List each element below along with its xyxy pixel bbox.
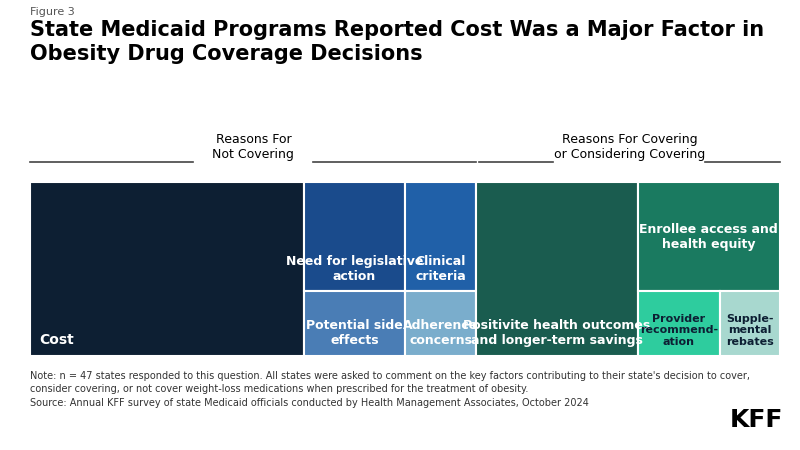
Bar bbox=[405, 182, 477, 292]
Text: Cost: Cost bbox=[39, 333, 74, 347]
Text: KFF: KFF bbox=[730, 408, 782, 432]
Bar bbox=[405, 292, 477, 356]
Text: State Medicaid Programs Reported Cost Was a Major Factor in
Obesity Drug Coverag: State Medicaid Programs Reported Cost Wa… bbox=[30, 20, 765, 64]
Bar bbox=[638, 292, 720, 356]
Text: Potential side
effects: Potential side effects bbox=[306, 319, 403, 347]
Bar bbox=[304, 292, 405, 356]
Text: Reasons For
Not Covering: Reasons For Not Covering bbox=[213, 133, 294, 161]
Text: Supple-
mental
rebates: Supple- mental rebates bbox=[726, 314, 774, 347]
Bar bbox=[304, 182, 405, 292]
Bar bbox=[30, 182, 304, 356]
Text: Need for legislative
action: Need for legislative action bbox=[286, 255, 423, 283]
Text: Positivite health outcomes
and longer-term savings: Positivite health outcomes and longer-te… bbox=[463, 319, 650, 347]
Text: Figure 3: Figure 3 bbox=[30, 7, 75, 17]
Bar bbox=[638, 182, 780, 292]
Text: Adherence
concerns: Adherence concerns bbox=[403, 319, 478, 347]
Text: Enrollee access and
health equity: Enrollee access and health equity bbox=[639, 223, 778, 251]
Bar bbox=[477, 182, 638, 356]
Bar bbox=[720, 292, 780, 356]
Text: Reasons For Covering
or Considering Covering: Reasons For Covering or Considering Cove… bbox=[554, 133, 705, 161]
Text: Clinical
criteria: Clinical criteria bbox=[415, 255, 466, 283]
Text: Provider
recommend-
ation: Provider recommend- ation bbox=[640, 314, 718, 347]
Text: Note: n = 47 states responded to this question. All states were asked to comment: Note: n = 47 states responded to this qu… bbox=[30, 371, 750, 408]
